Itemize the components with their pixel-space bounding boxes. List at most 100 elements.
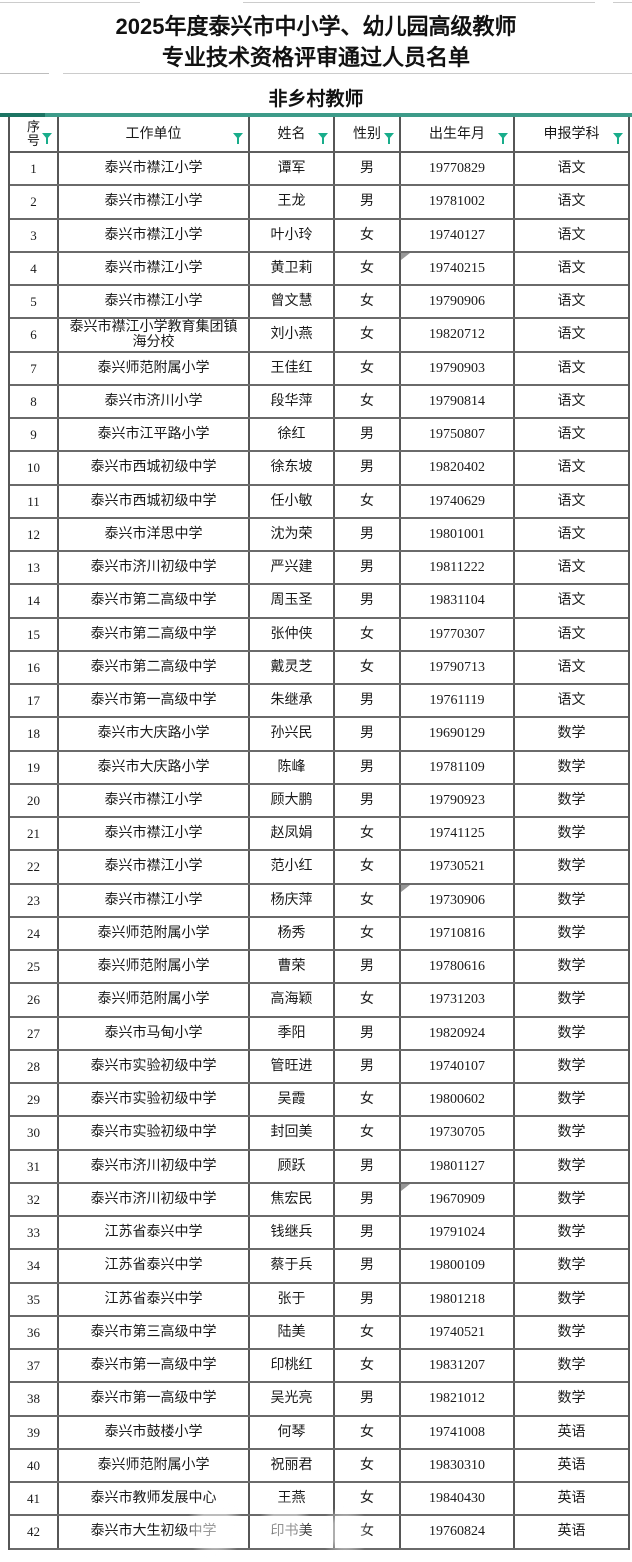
table-row: 36 泰兴市第三高级中学 陆美女 19740521 数学 (10, 1316, 628, 1350)
cell-unit: 泰兴市襟江小学教育集团镇海分校 (59, 319, 250, 351)
cell-name: 朱继承 (250, 685, 335, 717)
cell-subject: 语文 (557, 659, 586, 675)
section-subtitle: 非乡村教师 (268, 89, 364, 110)
cell-unit: 泰兴市马甸小学 (59, 1017, 250, 1049)
cell-unit: 泰兴市第一高级中学 (59, 685, 250, 717)
filter-funnel-icon[interactable] (233, 132, 245, 145)
cell-birthdate: 19760824 (401, 1516, 515, 1548)
cell-birthdate: 19801001 (401, 518, 515, 550)
cell-birthdate: 19811222 (401, 552, 515, 584)
header-label: 序号 (26, 119, 40, 148)
cell-gender: 女 (335, 252, 401, 284)
cell-gender: 男 (335, 1383, 401, 1415)
cell-subject: 语文 (557, 626, 586, 642)
cell-gender: 女 (335, 1316, 401, 1348)
cell-birthdate: 19770307 (401, 618, 515, 650)
cell-no: 27 (10, 1017, 59, 1049)
cell-subject: 语文 (557, 560, 586, 576)
table-row: 17 泰兴市第一高级中学 朱继承男 19761119 语文 (10, 685, 628, 719)
cell-gender: 男 (335, 951, 401, 983)
cell-no: 19 (10, 751, 59, 783)
table-body: 1 泰兴市襟江小学 谭军男 19770829 语文 2 泰兴市襟江小学 王龙男 19781002… (10, 153, 628, 1550)
table-row: 25 泰兴师范附属小学 曹荣男 19780616 数学 (10, 951, 628, 985)
table-row: 19 泰兴市大庆路小学 陈峰男 19781109 数学 (10, 751, 628, 785)
table-row: 9 泰兴市江平路小学 徐红男 19750807 语文 (10, 419, 628, 453)
cell-subject: 数学 (557, 959, 586, 975)
table-row: 13 泰兴市济川初级中学 严兴建男 19811222 语文 (10, 552, 628, 586)
teacher-table: 序号 工作单位 姓名 性别 出生年月 申报学科 1 泰兴市襟江小学 谭军男 19770… (8, 117, 630, 1550)
table-row: 22 泰兴市襟江小学 范小红女 19730521 数学 (10, 851, 628, 885)
cell-unit: 泰兴市实验初级中学 (59, 1084, 250, 1116)
table-top-accent-bar (0, 113, 632, 117)
table-row: 39 泰兴市鼓楼小学 何琴女 19741008 英语 (10, 1416, 628, 1450)
cell-unit: 泰兴师范附属小学 (59, 951, 250, 983)
cell-name: 任小敏 (250, 485, 335, 517)
table-row: 42 泰兴市大生初级中学 印书美女 19760824 英语 (10, 1516, 628, 1550)
cell-name: 徐红 (250, 419, 335, 451)
filter-funnel-icon[interactable] (613, 132, 625, 145)
cell-birthdate: 19840430 (401, 1483, 515, 1515)
cell-subject: 数学 (557, 892, 586, 908)
filter-funnel-icon[interactable] (384, 132, 396, 145)
cell-unit: 泰兴市济川初级中学 (59, 1150, 250, 1182)
cell-gender: 男 (335, 585, 401, 617)
table-header-row: 序号 工作单位 姓名 性别 出生年月 申报学科 (10, 117, 628, 153)
cell-no: 42 (10, 1516, 59, 1548)
cell-no: 12 (10, 518, 59, 550)
cell-subject: 英语 (557, 1491, 586, 1507)
cell-birthdate: 19820924 (401, 1017, 515, 1049)
cell-unit: 泰兴市济川初级中学 (59, 1183, 250, 1215)
cell-unit: 泰兴师范附属小学 (59, 984, 250, 1016)
cell-subject: 数学 (557, 759, 586, 775)
cell-gender: 女 (335, 1084, 401, 1116)
table-row: 6 泰兴市襟江小学教育集团镇海分校 刘小燕女 19820712 语文 (10, 319, 628, 353)
cell-birthdate: 19730705 (401, 1117, 515, 1149)
filter-funnel-icon[interactable] (42, 132, 54, 145)
cell-no: 7 (10, 352, 59, 384)
gridline-top (243, 2, 595, 3)
cell-birthdate: 19730521 (401, 851, 515, 883)
cell-name: 范小红 (250, 851, 335, 883)
gridline-mid (63, 73, 632, 74)
cell-unit: 泰兴市襟江小学 (59, 286, 250, 318)
cell-no: 1 (10, 153, 59, 185)
cell-subject: 语文 (557, 593, 586, 609)
table-row: 10 泰兴市西城初级中学 徐东坡男 19820402 语文 (10, 452, 628, 486)
cell-name: 王龙 (250, 186, 335, 218)
cell-name: 杨秀 (250, 917, 335, 949)
cell-unit: 泰兴市江平路小学 (59, 419, 250, 451)
cell-unit: 泰兴市第二高级中学 (59, 651, 250, 683)
cell-gender: 男 (335, 186, 401, 218)
cell-gender: 女 (335, 1449, 401, 1481)
cell-gender: 女 (335, 917, 401, 949)
cell-name: 徐东坡 (250, 452, 335, 484)
cell-no: 5 (10, 286, 59, 318)
cell-name: 段华萍 (250, 385, 335, 417)
cell-subject: 数学 (557, 1158, 586, 1174)
filter-funnel-icon[interactable] (318, 132, 330, 145)
cell-subject: 数学 (557, 826, 586, 842)
cell-no: 4 (10, 252, 59, 284)
header-cell-no: 序号 (10, 117, 59, 151)
gridline-top (0, 2, 140, 3)
cell-gender: 女 (335, 1117, 401, 1149)
cell-gender: 男 (335, 751, 401, 783)
cell-unit: 泰兴市襟江小学 (59, 784, 250, 816)
cell-gender: 男 (335, 1250, 401, 1282)
table-row: 33 江苏省泰兴中学 钱继兵男 19791024 数学 (10, 1217, 628, 1251)
cell-birthdate: 19830310 (401, 1449, 515, 1481)
cell-corner-marker-icon (401, 252, 410, 260)
cell-subject: 数学 (557, 1258, 586, 1274)
cell-unit: 泰兴市襟江小学 (59, 219, 250, 251)
cell-subject: 数学 (557, 1191, 586, 1207)
filter-funnel-icon[interactable] (498, 132, 510, 145)
table-row: 31 泰兴市济川初级中学 顾跃男 19801127 数学 (10, 1150, 628, 1184)
table-row: 16 泰兴市第二高级中学 戴灵芝女 19790713 语文 (10, 651, 628, 685)
cell-birthdate: 19670909 (401, 1183, 515, 1215)
cell-no: 10 (10, 452, 59, 484)
header-cell-gender: 性别 (335, 117, 401, 151)
cell-gender: 女 (335, 286, 401, 318)
cell-unit: 泰兴师范附属小学 (59, 1449, 250, 1481)
cell-no: 22 (10, 851, 59, 883)
